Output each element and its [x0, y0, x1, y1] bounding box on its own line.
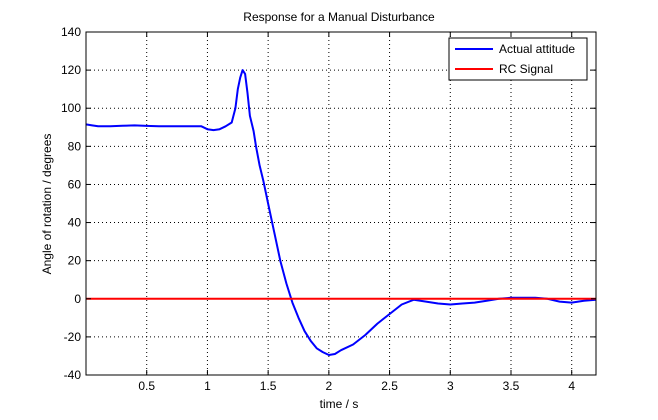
plot-area: [86, 32, 596, 375]
x-tick-label: 2.5: [381, 379, 398, 393]
y-tick-label: 140: [61, 25, 81, 39]
x-tick-label: 0.5: [138, 379, 155, 393]
y-tick-label: 100: [61, 101, 81, 115]
x-tick-label: 3.5: [503, 379, 520, 393]
x-tick-label: 1: [204, 379, 211, 393]
y-tick-label: -20: [64, 330, 82, 344]
series-layer: [85, 69, 597, 356]
legend-label-rc-signal: RC Signal: [499, 62, 553, 76]
y-axis-label: Angle of rotation / degrees: [40, 134, 54, 275]
y-tick-label: 80: [68, 139, 82, 153]
legend-box: [448, 37, 588, 81]
x-tick-label: 4: [568, 379, 575, 393]
ticks: 0.5 1 1.5 2 2.5 3 3.5 4 -40 -20 0 20 40 60 80 100 120 140: [61, 25, 596, 393]
y-tick-label: 20: [68, 254, 82, 268]
y-tick-label: 40: [68, 216, 82, 230]
y-tick-label: 60: [68, 177, 82, 191]
y-tick-label: 0: [74, 292, 81, 306]
legend-label-actual-attitude: Actual attitude: [499, 42, 575, 56]
x-tick-label: 2: [326, 379, 333, 393]
series-line-actual-attitude: [85, 69, 597, 356]
chart-title: Response for a Manual Disturbance: [243, 10, 435, 24]
y-tick-label: 120: [61, 63, 81, 77]
y-tick-label: -40: [64, 368, 82, 382]
legend: Actual attitude RC Signal: [448, 37, 588, 81]
plot-frame: [85, 31, 597, 376]
x-axis-label: time / s: [320, 397, 359, 411]
x-tick-label: 1.5: [260, 379, 277, 393]
x-tick-label: 3: [447, 379, 454, 393]
